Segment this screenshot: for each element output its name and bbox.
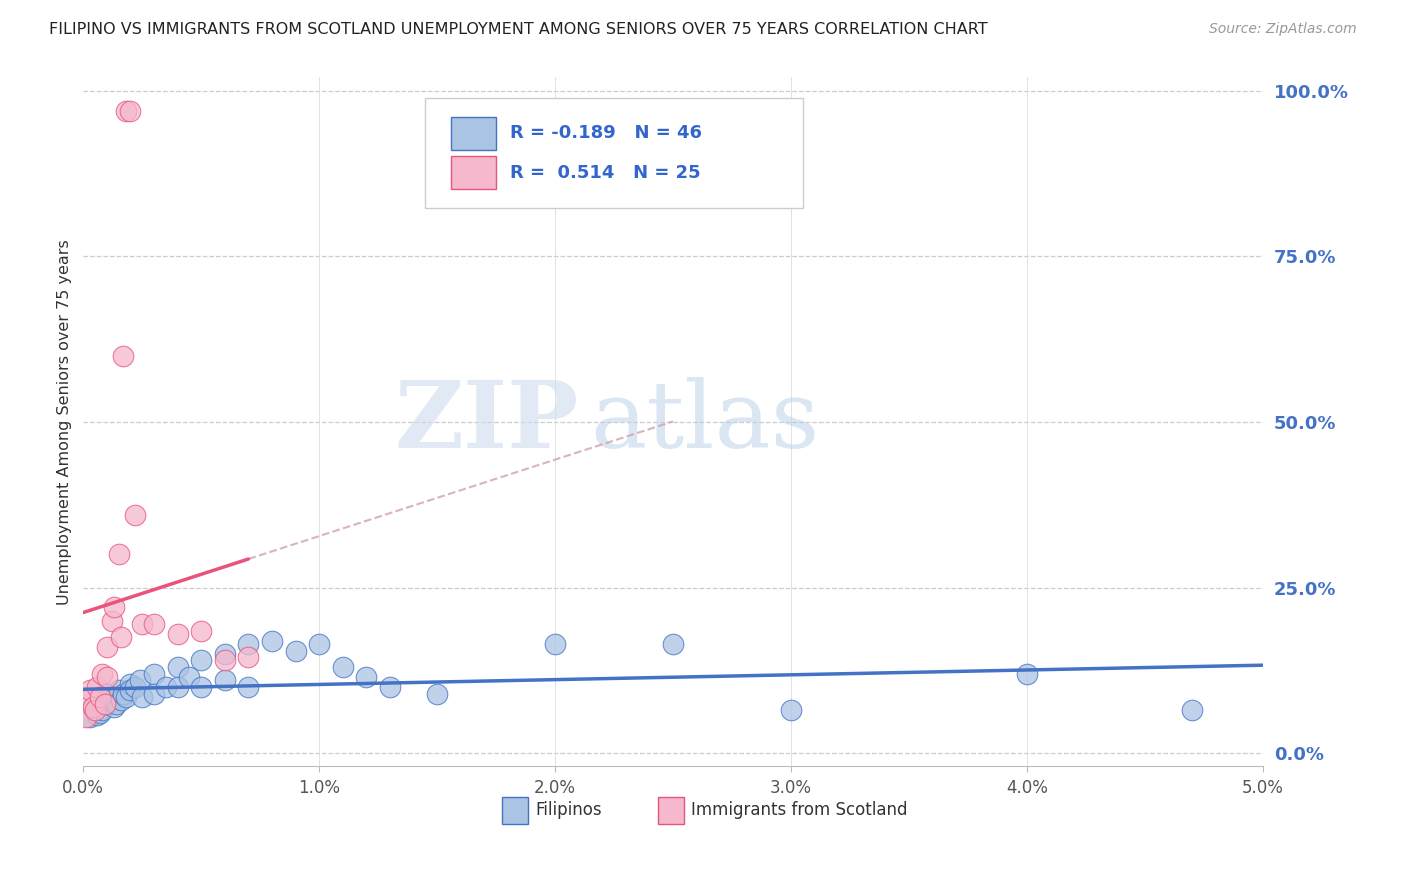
Point: [378, 680, 401, 694]
Point: [780, 703, 803, 717]
Text: R =  0.514   N = 25: R = 0.514 N = 25: [510, 163, 700, 182]
Point: [214, 673, 236, 688]
Point: [214, 653, 236, 667]
FancyBboxPatch shape: [426, 98, 803, 209]
Point: [1015, 666, 1038, 681]
Text: R = -0.189   N = 46: R = -0.189 N = 46: [510, 124, 702, 142]
Point: [166, 680, 188, 694]
Point: [155, 680, 177, 694]
Point: [143, 617, 166, 632]
Point: [112, 349, 135, 363]
Point: [190, 653, 212, 667]
Point: [96, 687, 118, 701]
Point: [107, 683, 129, 698]
Point: [166, 660, 188, 674]
Point: [105, 697, 128, 711]
Point: [426, 687, 449, 701]
Point: [356, 670, 378, 684]
Point: [100, 614, 122, 628]
Point: [190, 680, 212, 694]
Point: [93, 697, 115, 711]
Point: [120, 103, 142, 118]
Text: ZIP: ZIP: [395, 377, 579, 467]
Point: [129, 673, 152, 688]
Point: [662, 637, 685, 651]
Bar: [658, 797, 683, 823]
Point: [284, 643, 307, 657]
Bar: [451, 117, 496, 150]
Point: [91, 703, 114, 717]
Point: [89, 690, 111, 704]
Text: Source: ZipAtlas.com: Source: ZipAtlas.com: [1209, 22, 1357, 37]
Point: [120, 676, 142, 690]
Point: [131, 617, 153, 632]
Point: [75, 710, 97, 724]
Point: [238, 680, 260, 694]
Point: [143, 666, 166, 681]
Point: [96, 697, 118, 711]
Point: [96, 640, 118, 655]
Point: [103, 699, 125, 714]
Point: [112, 687, 135, 701]
Point: [110, 693, 132, 707]
Point: [84, 703, 107, 717]
Point: [114, 690, 136, 704]
Point: [214, 647, 236, 661]
Bar: [502, 797, 527, 823]
Point: [238, 650, 260, 665]
Point: [82, 699, 104, 714]
Point: [91, 666, 114, 681]
Point: [100, 690, 122, 704]
Point: [77, 693, 100, 707]
Point: [77, 706, 100, 721]
Point: [79, 683, 101, 698]
Bar: [451, 156, 496, 189]
Point: [260, 633, 283, 648]
Point: [308, 637, 330, 651]
Point: [103, 600, 125, 615]
Point: [86, 680, 108, 694]
Point: [190, 624, 212, 638]
Text: atlas: atlas: [591, 377, 820, 467]
Point: [143, 687, 166, 701]
Text: Filipinos: Filipinos: [536, 801, 602, 819]
Point: [124, 680, 146, 694]
Point: [96, 670, 118, 684]
Point: [107, 548, 129, 562]
Text: Immigrants from Scotland: Immigrants from Scotland: [690, 801, 907, 819]
Point: [79, 710, 101, 724]
Point: [120, 683, 142, 698]
Point: [544, 637, 567, 651]
Point: [124, 508, 146, 522]
Point: [82, 699, 104, 714]
Point: [96, 693, 118, 707]
Point: [1181, 703, 1204, 717]
Point: [131, 690, 153, 704]
Point: [89, 706, 111, 721]
Point: [86, 707, 108, 722]
Point: [114, 103, 136, 118]
Point: [166, 627, 188, 641]
Text: FILIPINO VS IMMIGRANTS FROM SCOTLAND UNEMPLOYMENT AMONG SENIORS OVER 75 YEARS CO: FILIPINO VS IMMIGRANTS FROM SCOTLAND UNE…: [49, 22, 988, 37]
Point: [238, 637, 260, 651]
Point: [179, 670, 201, 684]
Point: [110, 630, 132, 644]
Y-axis label: Unemployment Among Seniors over 75 years: Unemployment Among Seniors over 75 years: [58, 239, 72, 605]
Point: [332, 660, 354, 674]
Point: [84, 703, 107, 717]
